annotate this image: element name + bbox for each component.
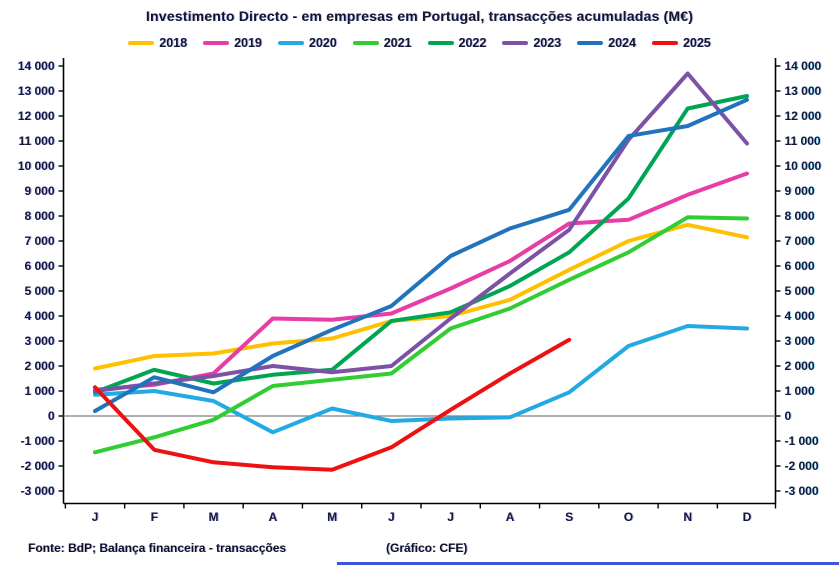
y-tick-label-right: 11 000 [785, 134, 821, 148]
y-tick-label-left: 1 000 [24, 384, 54, 398]
y-tick-label-left: 8 000 [24, 209, 54, 223]
legend-item-2019: 2019 [203, 36, 262, 50]
y-tick-label-left: 11 000 [18, 134, 54, 148]
footer-source-text: Fonte: BdP; Balança financeira - transac… [28, 541, 287, 555]
legend-label-2019: 2019 [234, 36, 262, 50]
y-tick-label-left: 13 000 [18, 84, 55, 98]
y-tick-label-left: 6 000 [24, 259, 54, 273]
series-line-2021 [93, 215, 749, 455]
y-tick-label-right: 3 000 [785, 334, 815, 348]
x-tick-label: A [506, 510, 515, 524]
bottom-edge-line [337, 562, 839, 565]
y-tick-label-left: 4 000 [24, 309, 54, 323]
legend-line-swatch-2020 [277, 41, 304, 45]
y-tick-label-left: 9 000 [24, 184, 54, 198]
legend-item-2025: 2025 [651, 36, 711, 50]
y-tick-label-right: 5 000 [785, 284, 815, 298]
legend-label-2022: 2022 [458, 36, 487, 50]
legend-line-swatch-2022 [427, 41, 454, 45]
y-tick-label-right: 4 000 [785, 309, 815, 323]
x-tick-label: F [151, 510, 158, 524]
legend-label-2018: 2018 [159, 36, 188, 50]
x-tick-label: J [388, 510, 395, 524]
y-tick-label-right: 13 000 [785, 84, 822, 98]
legend-item-2022: 2022 [427, 36, 487, 50]
x-tick-label: O [624, 510, 633, 524]
y-tick-label-right: 6 000 [785, 259, 815, 273]
x-tick-label: N [683, 510, 692, 524]
series-line-2023 [93, 71, 749, 393]
legend-item-2023: 2023 [502, 36, 561, 50]
legend-line-swatch-2024 [577, 41, 604, 45]
series-line-2025 [93, 337, 572, 472]
y-tick-label-right: 10 000 [785, 159, 822, 173]
legend-line-swatch-2025 [651, 41, 678, 45]
series-line-2020 [93, 324, 749, 435]
y-tick-label-right: 0 [785, 409, 792, 423]
x-tick-label: J [92, 510, 99, 524]
x-tick-label: A [268, 510, 277, 524]
legend-item-2020: 2020 [277, 36, 337, 50]
y-tick-label-right: 1 000 [785, 384, 815, 398]
y-tick-label-left: 14 000 [18, 59, 55, 73]
y-tick-label-left: 10 000 [18, 159, 55, 173]
y-tick-label-left: 5 000 [24, 284, 54, 298]
legend-label-2025: 2025 [682, 36, 711, 50]
x-tick-label: S [565, 510, 573, 524]
series-line-2024 [93, 97, 749, 413]
y-tick-label-right: 9 000 [785, 184, 815, 198]
y-tick-label-left: -1 000 [20, 434, 54, 448]
legend-item-2018: 2018 [128, 36, 187, 50]
y-tick-label-right: -2 000 [785, 459, 819, 473]
y-tick-label-left: 7 000 [24, 234, 54, 248]
y-tick-label-right: 14 000 [785, 59, 822, 73]
legend-label-2023: 2023 [533, 36, 562, 50]
legend-item-2021: 2021 [352, 36, 412, 50]
y-tick-label-right: -1 000 [785, 434, 819, 448]
y-tick-label-left: 2 000 [24, 359, 54, 373]
y-tick-label-right: 12 000 [785, 109, 822, 123]
x-tick-label: J [447, 510, 454, 524]
legend-line-swatch-2019 [203, 41, 230, 45]
chart-legend: 2018 2019 2020 2021 2022 2023 2024 2025 [0, 36, 839, 50]
y-tick-label-right: 7 000 [785, 234, 815, 248]
footer-credit-text: (Gráfico: CFE) [386, 541, 468, 555]
y-tick-label-right: -3 000 [785, 484, 819, 498]
series-line-2018 [93, 222, 749, 371]
chart-canvas: 14 000 14 000 13 000 13 000 12 000 12 000 11 0… [18, 58, 822, 524]
legend-line-swatch-2023 [502, 41, 529, 45]
y-tick-label-left: 3 000 [24, 334, 54, 348]
x-tick-label: M [209, 510, 219, 524]
y-tick-label-left: 0 [48, 409, 55, 423]
legend-line-swatch-2018 [128, 41, 155, 45]
y-tick-label-left: -3 000 [20, 484, 54, 498]
page-title: Investimento Directo - em empresas em Po… [145, 8, 694, 24]
y-tick-label-left: -2 000 [20, 459, 54, 473]
legend-line-swatch-2021 [352, 41, 379, 45]
legend-label-2020: 2020 [308, 36, 337, 50]
legend-label-2024: 2024 [608, 36, 636, 50]
legend-item-2024: 2024 [577, 36, 636, 50]
y-tick-label-right: 8 000 [785, 209, 815, 223]
x-tick-label: D [743, 510, 752, 524]
y-tick-label-left: 12 000 [18, 109, 55, 123]
y-tick-label-right: 2 000 [785, 359, 815, 373]
x-tick-label: M [327, 510, 337, 524]
legend-label-2021: 2021 [383, 36, 412, 50]
series-line-2022 [93, 94, 749, 395]
